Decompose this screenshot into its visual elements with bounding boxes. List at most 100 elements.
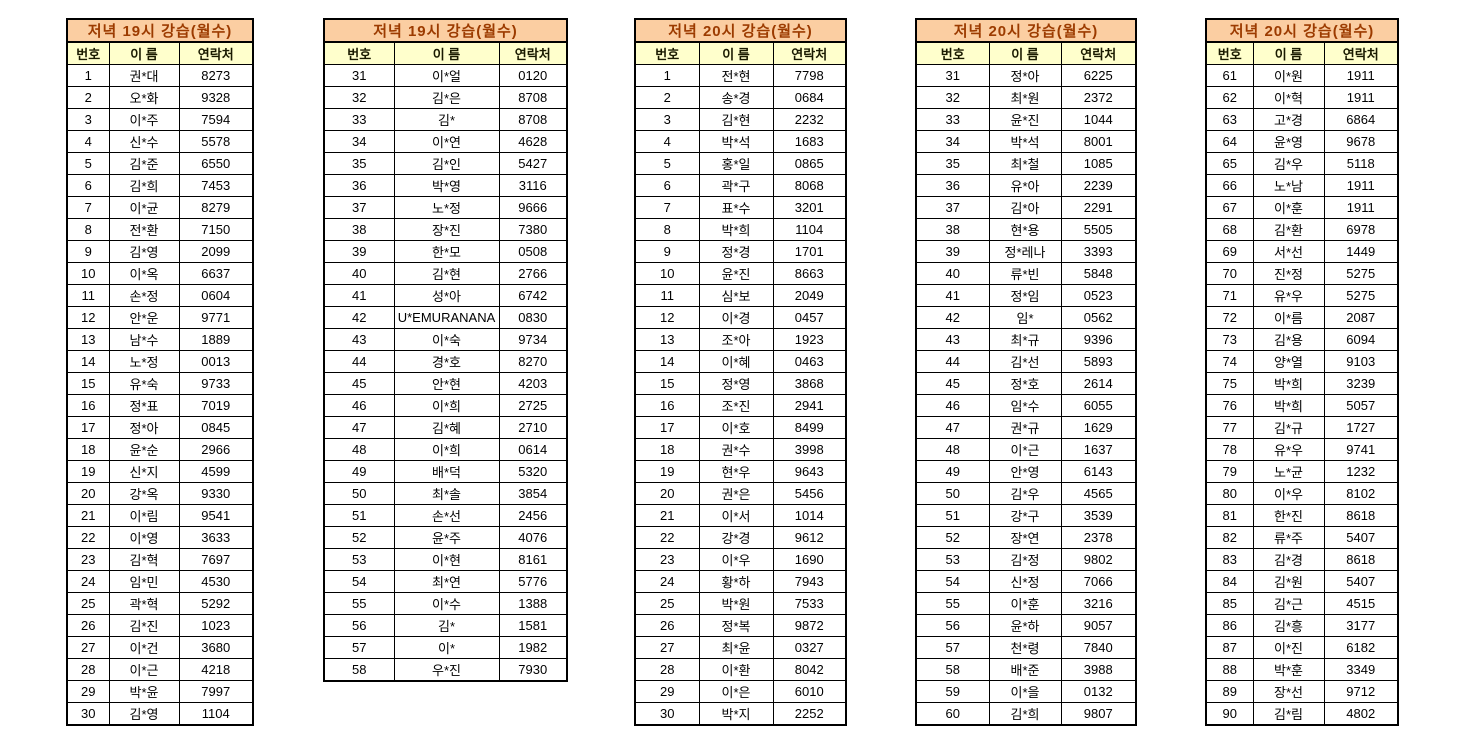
contact-number: 8663 [772,262,847,285]
row-number: 38 [323,218,395,241]
member-name: 고*경 [1252,108,1325,131]
contact-number: 0013 [178,350,254,373]
member-name: 심*보 [698,284,774,307]
column-header: 번호 [323,41,395,65]
row-number: 82 [1205,526,1254,549]
member-name: 한*모 [393,240,500,263]
member-name: 손*선 [393,504,500,527]
table-row: 5 홍*일 0865 [634,152,847,175]
row-number: 84 [1205,570,1254,593]
member-name: 이*얼 [393,64,500,87]
table-row: 17 이*호 8499 [634,416,847,439]
column-header: 연락처 [498,41,568,65]
contact-number: 1023 [178,614,254,637]
table-row: 29 이*은 6010 [634,680,847,703]
table-row: 25 박*원 7533 [634,592,847,615]
table-row: 58 우*진 7930 [323,658,568,682]
contact-number: 4802 [1323,702,1399,726]
table-row: 57 이* 1982 [323,636,568,659]
contact-number: 7453 [178,174,254,197]
row-number: 89 [1205,680,1254,703]
column-header: 연락처 [178,41,254,65]
row-number: 58 [323,658,395,682]
member-name: 박*석 [698,130,774,153]
table-row: 6 김*희 7453 [66,174,254,197]
member-name: 김*선 [988,350,1062,373]
contact-number: 8161 [498,548,568,571]
row-number: 2 [66,86,110,109]
row-number: 63 [1205,108,1254,131]
row-number: 49 [915,460,990,483]
row-number: 39 [915,240,990,263]
table-row: 20 강*옥 9330 [66,482,254,505]
contact-number: 1690 [772,548,847,571]
contact-number: 7150 [178,218,254,241]
row-number: 34 [915,130,990,153]
contact-number: 0830 [498,306,568,329]
row-number: 22 [66,526,110,549]
table-row: 55 이*훈 3216 [915,592,1137,615]
table-row: 83 김*경 8618 [1205,548,1399,571]
contact-number: 1388 [498,592,568,615]
table-row: 59 이*을 0132 [915,680,1137,703]
contact-number: 1982 [498,636,568,659]
row-number: 18 [66,438,110,461]
row-number: 26 [634,614,700,637]
contact-number: 9666 [498,196,568,219]
table-row: 46 임*수 6055 [915,394,1137,417]
row-number: 18 [634,438,700,461]
table-row: 16 조*진 2941 [634,394,847,417]
member-name: 곽*혁 [108,592,180,615]
contact-number: 4628 [498,130,568,153]
table-row: 71 유*우 5275 [1205,284,1399,307]
row-number: 70 [1205,262,1254,285]
column-header: 이 름 [1252,41,1325,65]
member-name: 김*우 [1252,152,1325,175]
row-number: 58 [915,658,990,681]
member-name: 이*훈 [1252,196,1325,219]
contact-number: 3868 [772,372,847,395]
table-row: 35 김*인 5427 [323,152,568,175]
member-name: 장*연 [988,526,1062,549]
table-row: 85 김*근 4515 [1205,592,1399,615]
row-number: 34 [323,130,395,153]
member-name: 임*민 [108,570,180,593]
table-row: 52 장*연 2378 [915,526,1137,549]
contact-number: 3201 [772,196,847,219]
table-title-row: 저녁 20시 강습(월수) [1205,18,1399,43]
contact-number: 1232 [1323,460,1399,483]
row-number: 36 [323,174,395,197]
row-number: 37 [915,196,990,219]
table-row: 11 손*정 0604 [66,284,254,307]
table-row: 87 이*진 6182 [1205,636,1399,659]
row-number: 25 [66,592,110,615]
table-row: 72 이*름 2087 [1205,306,1399,329]
table-row: 41 정*임 0523 [915,284,1137,307]
table-row: 40 류*빈 5848 [915,262,1137,285]
table-row: 15 유*숙 9733 [66,372,254,395]
row-number: 38 [915,218,990,241]
column-header: 이 름 [988,41,1062,65]
member-name: 최*규 [988,328,1062,351]
table-row: 35 최*철 1085 [915,152,1137,175]
table-header-row: 번호 이 름 연락처 [66,41,254,65]
contact-number: 6225 [1060,64,1137,87]
row-number: 2 [634,86,700,109]
contact-number: 0327 [772,636,847,659]
table-row: 22 이*영 3633 [66,526,254,549]
member-name: 류*빈 [988,262,1062,285]
contact-number: 2099 [178,240,254,263]
row-number: 29 [66,680,110,703]
contact-number: 2966 [178,438,254,461]
row-number: 42 [323,306,395,329]
table-row: 23 이*우 1690 [634,548,847,571]
table-row: 86 김*흥 3177 [1205,614,1399,637]
row-number: 43 [323,328,395,351]
row-number: 49 [323,460,395,483]
row-number: 13 [634,328,700,351]
contact-number: 0457 [772,306,847,329]
contact-number: 6182 [1323,636,1399,659]
member-name: 조*아 [698,328,774,351]
contact-number: 8618 [1323,504,1399,527]
contact-number: 4599 [178,460,254,483]
